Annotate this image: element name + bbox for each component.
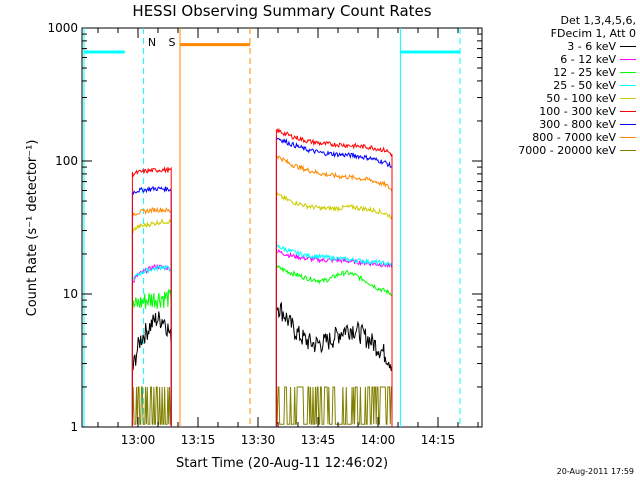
legend-swatch	[620, 137, 636, 138]
y-tick-label: 10	[63, 287, 78, 301]
legend-swatch	[620, 150, 636, 151]
y-tick-label: 1	[70, 420, 78, 434]
legend-swatch	[620, 46, 636, 47]
series-line	[131, 185, 172, 427]
y-tick-label: 100	[55, 154, 78, 168]
legend-item-label: 6 - 12 keV	[560, 53, 616, 66]
legend-item: 12 - 25 keV	[480, 66, 636, 79]
legend-item: 7000 - 20000 keV	[480, 144, 636, 157]
x-tick-label: 13:00	[121, 433, 156, 447]
legend-item: 300 - 800 keV	[480, 118, 636, 131]
legend-item: 100 - 300 keV	[480, 105, 636, 118]
series-line	[275, 136, 393, 427]
legend-item: 3 - 6 keV	[480, 40, 636, 53]
legend-item-label: 25 - 50 keV	[553, 79, 616, 92]
x-tick-label: 13:30	[241, 433, 276, 447]
footer-timestamp: 20-Aug-2011 17:59	[556, 467, 634, 476]
series-line	[275, 264, 393, 427]
chart-title: HESSI Observing Summary Count Rates	[132, 2, 432, 20]
legend-item-label: 50 - 100 keV	[546, 92, 616, 105]
x-tick-label: 13:15	[181, 433, 216, 447]
legend-item-label: 300 - 800 keV	[539, 118, 616, 131]
plot-frame	[81, 27, 483, 428]
legend: Det 1,3,4,5,6, FDecim 1, Att 0 3 - 6 keV…	[480, 14, 636, 157]
x-axis-label: Start Time (20-Aug-11 12:46:02)	[176, 456, 388, 471]
y-axis-label: Count Rate (s⁻¹ detector⁻¹)	[25, 140, 40, 317]
series-line	[275, 191, 393, 427]
series-line	[275, 153, 393, 427]
x-tick-label: 13:45	[301, 433, 336, 447]
series-line	[131, 288, 172, 427]
series-line	[275, 127, 393, 427]
legend-item: 50 - 100 keV	[480, 92, 636, 105]
legend-rows: 3 - 6 keV 6 - 12 keV 12 - 25 keV 25 - 50 ke…	[480, 40, 636, 157]
legend-item-label: 7000 - 20000 keV	[518, 144, 616, 157]
series-line	[275, 243, 393, 427]
legend-item: 800 - 7000 keV	[480, 131, 636, 144]
series-line	[131, 386, 172, 427]
legend-swatch	[620, 111, 636, 112]
series-layer	[131, 127, 393, 427]
legend-item-label: 800 - 7000 keV	[532, 131, 616, 144]
y-tick-label: 1000	[47, 21, 78, 35]
series-line	[131, 206, 172, 427]
legend-item-label: 12 - 25 keV	[553, 66, 616, 79]
x-tick-label: 14:00	[361, 433, 396, 447]
legend-header-line-1: Det 1,3,4,5,6,	[560, 14, 636, 27]
legend-swatch	[620, 72, 636, 73]
legend-swatch	[620, 59, 636, 60]
legend-swatch	[620, 85, 636, 86]
legend-item: 6 - 12 keV	[480, 53, 636, 66]
series-line	[275, 386, 393, 427]
series-line	[131, 165, 172, 427]
series-line	[131, 264, 172, 427]
legend-item-label: 3 - 6 keV	[567, 40, 616, 53]
legend-item-label: 100 - 300 keV	[539, 105, 616, 118]
legend-swatch	[620, 124, 636, 125]
legend-swatch	[620, 98, 636, 99]
series-line	[131, 217, 172, 427]
x-tick-label: 14:15	[421, 433, 456, 447]
axis-layer: 1 10 100 1000 13:00 13:15 13:30 13:45 14:00 14:15	[47, 21, 482, 447]
flag-label-N: N	[148, 36, 156, 49]
legend-item: 25 - 50 keV	[480, 79, 636, 92]
legend-header-line-2: FDecim 1, Att 0	[550, 27, 636, 40]
series-line	[275, 301, 393, 427]
series-line	[131, 311, 172, 427]
flag-label-S: S	[169, 36, 176, 49]
